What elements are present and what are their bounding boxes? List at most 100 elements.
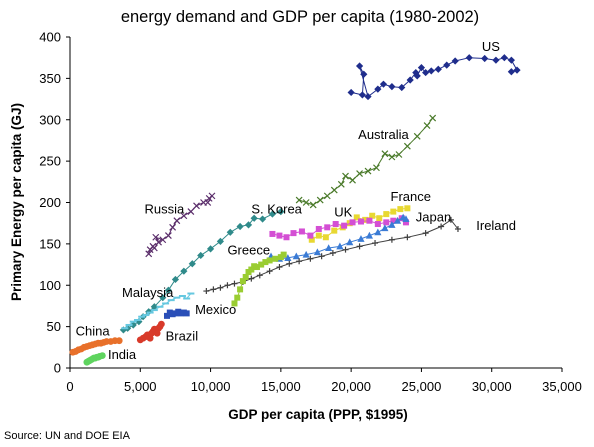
data-point [347,88,355,97]
data-point [187,208,195,216]
y-axis-title: Primary Energy per capita (GJ) [9,103,24,301]
data-point [258,261,265,268]
data-point [216,237,225,245]
x-tick-label: 10,000 [191,379,231,394]
y-tick-label: 350 [39,71,61,86]
data-point [145,250,153,258]
data-point [383,211,390,218]
data-point [206,245,215,253]
data-point [302,199,310,206]
data-point [315,225,322,232]
data-point [413,132,421,140]
data-point [417,64,426,72]
data-point [135,318,143,326]
data-point [422,230,429,237]
data-point [324,224,331,231]
data-point [159,236,167,244]
y-tick-label: 250 [39,154,61,169]
data-point [388,83,396,91]
y-tick-label: 0 [54,361,61,376]
x-tick-label: 0 [66,379,73,394]
data-point [244,221,253,229]
data-point [277,208,285,216]
data-point [454,225,461,232]
data-point [180,267,188,275]
series-label-malaysia: Malaysia [122,285,174,300]
data-point [193,202,200,210]
series-line [123,211,282,331]
series-india [83,352,106,366]
data-point [356,243,363,250]
x-tick-label: 25,000 [402,379,442,394]
data-point [208,192,216,200]
data-point [323,192,331,200]
series-uk [269,215,409,241]
data-point [157,320,165,328]
data-point [224,282,231,289]
series-label-s-korea: S. Korea [251,201,302,216]
data-point [152,233,160,241]
data-point [402,215,410,223]
series-label-india: India [108,347,137,362]
data-point [253,264,260,271]
data-point [307,255,314,262]
data-point [372,240,379,247]
data-point [155,238,162,246]
data-point [210,286,217,293]
data-point [298,228,305,235]
data-point [286,260,293,267]
data-point [322,234,329,241]
x-tick-label: 5,000 [124,379,157,394]
data-point [404,205,411,212]
data-point [236,222,244,231]
data-point [358,91,366,99]
y-tick-label: 400 [39,30,61,45]
data-point [507,68,515,76]
data-point [231,300,238,307]
data-point [393,216,402,224]
data-point [302,250,310,258]
data-point [197,251,205,260]
data-point [164,232,172,240]
data-point [307,232,314,239]
data-point [376,215,383,222]
data-point [507,56,515,64]
data-point [226,228,234,236]
series-russia [145,192,216,258]
data-point [374,85,382,93]
data-point [388,221,396,228]
x-tick-label: 15,000 [261,379,301,394]
series-label-brazil: Brazil [166,329,199,344]
data-point [373,164,380,172]
data-point [159,294,167,302]
data-point [217,284,224,291]
data-point [349,219,356,226]
data-point [262,259,269,266]
series-label-australia: Australia [358,127,409,142]
data-point [388,236,395,243]
data-point [374,228,382,236]
series-us [347,54,521,101]
data-point [381,150,389,158]
data-point [325,244,333,252]
source-note: Source: UN and DOE EIA [4,430,130,442]
chart: energy demand and GDP per capita (1980-2… [9,8,582,422]
data-point [513,66,521,74]
data-point [272,255,279,262]
data-point [353,214,360,221]
data-point [388,153,396,161]
data-point [292,252,300,260]
data-point [283,234,290,241]
y-tick-label: 150 [39,236,61,251]
data-point [150,244,158,252]
series-mexico [163,308,190,319]
data-point [357,218,364,225]
data-point [330,186,338,194]
data-point [203,288,210,295]
data-point [404,234,411,241]
data-point [318,253,325,260]
data-point [355,62,364,70]
data-point [331,227,338,234]
data-point [313,248,322,256]
series-label-ireland: Ireland [476,218,516,233]
